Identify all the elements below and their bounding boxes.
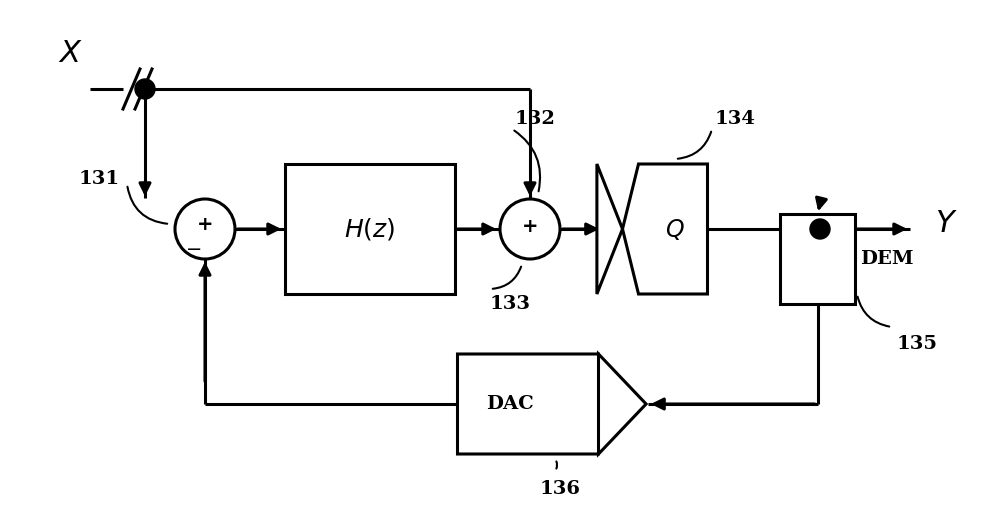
Text: +: + [197, 215, 213, 235]
Text: 131: 131 [79, 170, 120, 188]
Text: DEM: DEM [860, 250, 914, 268]
Bar [285, 164, 455, 294]
Text: $Q$: $Q$ [665, 216, 685, 241]
Text: 136: 136 [540, 480, 580, 498]
Circle shape [810, 219, 830, 239]
Text: $-$: $-$ [185, 238, 201, 257]
Text: 135: 135 [897, 335, 938, 353]
Text: 134: 134 [715, 110, 756, 128]
Circle shape [135, 79, 155, 99]
Text: $X$: $X$ [58, 39, 82, 70]
Polygon shape [598, 354, 646, 454]
Bar [780, 214, 855, 304]
Text: $Y$: $Y$ [935, 209, 958, 240]
Polygon shape [622, 164, 708, 294]
Text: 132: 132 [515, 110, 556, 128]
Text: 133: 133 [490, 295, 531, 313]
Text: +: + [522, 217, 538, 237]
Polygon shape [457, 354, 612, 454]
Polygon shape [597, 164, 622, 294]
Text: $H(z)$: $H(z)$ [344, 216, 396, 242]
Text: DAC: DAC [486, 395, 534, 413]
